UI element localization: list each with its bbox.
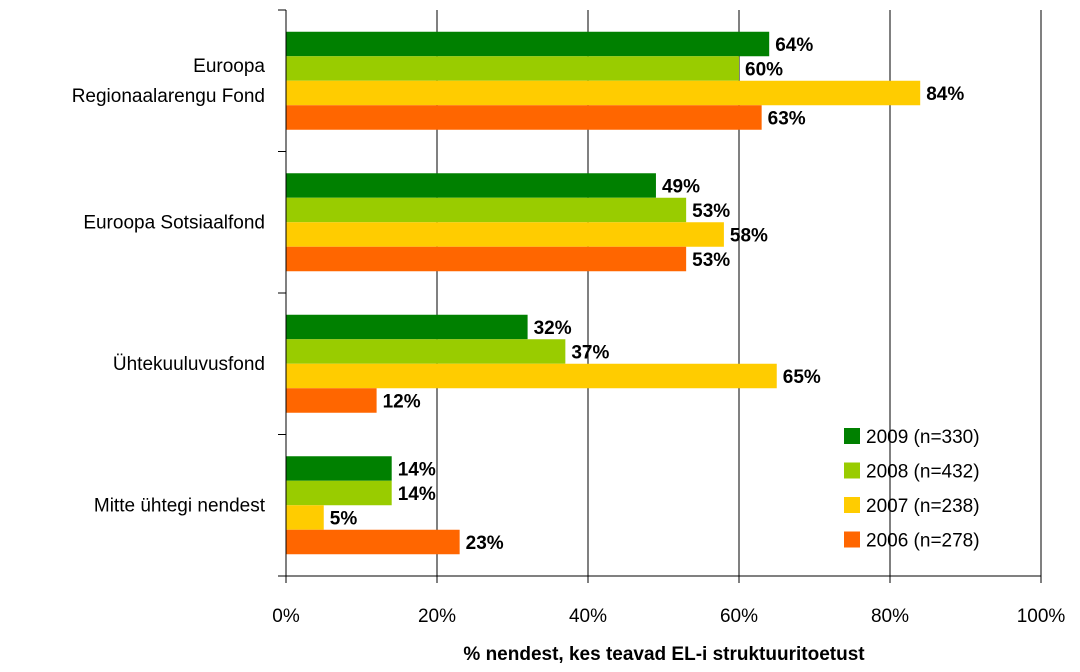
bar	[286, 222, 724, 247]
bar	[286, 530, 460, 555]
data-label: 65%	[783, 367, 821, 388]
category-label: Euroopa Regionaalarengu Fond	[72, 56, 266, 107]
data-label: 23%	[466, 533, 504, 554]
data-label: 32%	[534, 318, 572, 339]
category-label: Mitte ühtegi nendest	[94, 495, 266, 516]
legend-label: 2009 (n=330)	[866, 427, 980, 448]
data-label: 5%	[330, 509, 358, 530]
data-label: 60%	[745, 60, 783, 81]
bar	[286, 32, 769, 57]
category-label: Euroopa Sotsiaalfond	[83, 212, 265, 233]
x-tick-label: 80%	[871, 606, 909, 627]
data-label: 84%	[926, 84, 964, 105]
bar	[286, 247, 686, 272]
data-label: 58%	[730, 226, 768, 247]
data-label: 53%	[692, 201, 730, 222]
data-label: 37%	[571, 343, 609, 364]
bar	[286, 339, 565, 364]
data-label: 12%	[383, 392, 421, 413]
legend-swatch	[844, 463, 860, 479]
data-label: 53%	[692, 250, 730, 271]
x-tick-label: 20%	[418, 606, 456, 627]
data-label: 49%	[662, 177, 700, 198]
bar	[286, 315, 528, 340]
data-label: 14%	[398, 484, 436, 505]
bar	[286, 388, 377, 413]
bar	[286, 505, 324, 530]
x-axis-title: % nendest, kes teavad EL-i struktuuritoe…	[463, 644, 865, 665]
bar	[286, 81, 920, 106]
x-tick-label: 100%	[1017, 606, 1066, 627]
legend: 2009 (n=330) 2008 (n=432) 2007 (n=238) 2006…	[844, 427, 980, 552]
bar	[286, 105, 762, 130]
legend-swatch	[844, 428, 860, 444]
data-label: 14%	[398, 460, 436, 481]
legend-label: 2006 (n=278)	[866, 531, 980, 552]
legend-label: 2007 (n=238)	[866, 496, 980, 517]
bar	[286, 481, 392, 506]
x-tick-label: 0%	[272, 606, 300, 627]
x-tick-label: 60%	[720, 606, 758, 627]
bars	[286, 32, 920, 555]
data-label: 63%	[768, 109, 806, 130]
data-label: 64%	[775, 35, 813, 56]
legend-swatch	[844, 497, 860, 513]
category-label: Ühtekuuluvusfond	[113, 354, 265, 375]
legend-swatch	[844, 532, 860, 548]
x-tick-label: 40%	[569, 606, 607, 627]
legend-label: 2008 (n=432)	[866, 462, 980, 483]
bar	[286, 56, 739, 81]
bar	[286, 364, 777, 389]
bar	[286, 198, 686, 223]
bar	[286, 456, 392, 481]
bar	[286, 173, 656, 198]
